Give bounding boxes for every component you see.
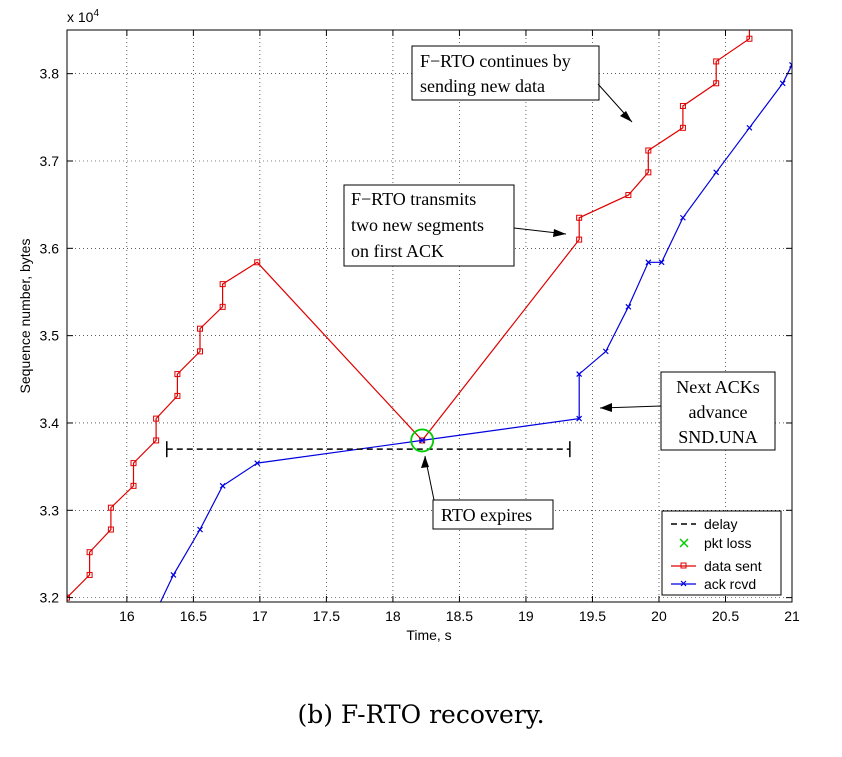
data-point-ack-rcvd [254, 460, 261, 467]
x-axis-label: Time, s [406, 627, 451, 643]
x-tick-label: 17 [252, 608, 268, 624]
x-tick-label: 16 [119, 608, 135, 624]
data-point-ack-rcvd [197, 526, 203, 533]
data-point-data-sent [219, 281, 226, 288]
data-point-data-sent [679, 102, 686, 109]
legend: delay pkt loss data sent ack rcvd [661, 510, 782, 596]
annotation-transmits-line1: F−RTO transmits [351, 189, 476, 209]
data-point-ack-rcvd [713, 169, 720, 176]
data-point-data-sent [174, 392, 181, 399]
data-point-data-sent [254, 259, 261, 266]
annotation-box-transmits [343, 184, 515, 267]
pkt-loss-marker [410, 428, 435, 453]
annotation-arrowhead-next-acks [600, 403, 612, 412]
legend-label-data-sent: data sent [704, 558, 762, 574]
data-point-data-sent [107, 504, 114, 511]
x-tick-label: 17.5 [313, 608, 340, 624]
data-point-ack-rcvd [419, 437, 426, 444]
data-point-ack-rcvd [779, 80, 786, 87]
series-line-data-sent [67, 30, 751, 599]
data-point-data-sent [713, 58, 720, 65]
data-point-data-sent [679, 124, 686, 131]
data-point-data-sent [576, 236, 583, 243]
legend-label-delay: delay [704, 516, 737, 532]
data-point-data-sent [86, 571, 93, 578]
x-tick-label: 19.5 [579, 608, 606, 624]
data-point-ack-rcvd [219, 482, 226, 489]
y-tick-label: 3.7 [40, 153, 60, 169]
data-point-data-sent [153, 415, 160, 422]
y-tick-label: 3.6 [40, 240, 60, 256]
data-point-data-sent [153, 437, 160, 444]
annotation-transmits-line2: two new segments [351, 215, 484, 235]
data-point-data-sent [219, 303, 226, 310]
data-point-ack-rcvd [658, 259, 665, 266]
y-tick-label: 3.4 [40, 415, 60, 431]
data-point-data-sent [130, 482, 137, 489]
data-point-ack-rcvd [746, 124, 753, 131]
x-tick-label: 21 [784, 608, 800, 624]
data-point-data-sent [576, 214, 583, 221]
y-tick-label: 3.8 [40, 66, 60, 82]
y-tick-label: 3.3 [40, 502, 60, 518]
legend-label-ack-rcvd: ack rcvd [704, 576, 756, 592]
legend-swatch-data-sent-marker [680, 562, 687, 569]
data-point-data-sent [713, 80, 720, 87]
annotation-arrowhead-transmits [553, 229, 566, 237]
annotation-arrowhead-rto-expires [421, 456, 429, 468]
annotations: F−RTO continues by sending new data F−RT… [343, 45, 776, 530]
data-point-data-sent [645, 147, 652, 154]
y-axis-label: Sequence number, bytes [17, 239, 33, 394]
data-point-data-sent [174, 371, 181, 378]
data-point-ack-rcvd [602, 348, 609, 355]
data-point-data-sent [197, 348, 204, 355]
plot-frame [66, 29, 793, 603]
annotation-arrowhead-continues [620, 111, 632, 122]
data-point-data-sent [86, 549, 93, 556]
x-tick-label: 20 [651, 608, 667, 624]
annotation-continues-line1: F−RTO continues by [420, 51, 571, 71]
data-point-ack-rcvd [645, 259, 652, 266]
annotation-transmits-line3: on first ACK [351, 241, 444, 261]
annotation-box-rto-expires [432, 499, 554, 530]
data-point-ack-rcvd [170, 572, 177, 578]
y-tick-label: 3.5 [40, 328, 60, 344]
data-point-data-sent [130, 460, 137, 467]
annotation-box-next-acks [660, 371, 776, 451]
figure-caption: (b) F-RTO recovery. [297, 700, 545, 729]
legend-swatch-pkt-loss [679, 538, 689, 548]
x-tick-label: 19 [518, 608, 534, 624]
data-point-ack-rcvd [789, 62, 792, 68]
x-tick-label: 20.5 [712, 608, 739, 624]
data-point-data-sent [645, 169, 652, 176]
data-point-ack-rcvd [679, 214, 686, 221]
annotation-next-acks-line1: Next ACKs [676, 377, 760, 397]
chart: 16 16.5 17 17.5 18 18.5 19 19.5 20 20.5 21 3.2 3.3 3.… [17, 8, 800, 643]
y-exponent-label: x 104 [67, 8, 99, 25]
annotation-rto-expires-line1: RTO expires [441, 505, 532, 525]
annotation-next-acks-line3: SND.UNA [678, 427, 758, 447]
annotation-next-acks-line2: advance [689, 402, 748, 422]
data-point-ack-rcvd [576, 415, 583, 422]
y-tick-label: 3.2 [40, 590, 60, 606]
legend-swatch-ack-rcvd-marker [680, 580, 687, 587]
data-point-data-sent [625, 192, 632, 199]
x-tick-label: 18 [385, 608, 401, 624]
x-tick-label: 16.5 [180, 608, 207, 624]
data-point-data-sent [746, 35, 753, 42]
annotation-box-continues [411, 45, 600, 101]
ticks: 16 16.5 17 17.5 18 18.5 19 19.5 20 20.5 21 3.2 3.3 3.… [40, 30, 800, 624]
data-point-ack-rcvd [625, 303, 632, 310]
data-point-data-sent [107, 526, 114, 533]
annotation-continues-line2: sending new data [420, 76, 545, 96]
legend-label-pkt-loss: pkt loss [704, 535, 751, 551]
data-point-data-sent [197, 325, 204, 332]
data-point-ack-rcvd [576, 371, 583, 377]
x-tick-label: 18.5 [446, 608, 473, 624]
